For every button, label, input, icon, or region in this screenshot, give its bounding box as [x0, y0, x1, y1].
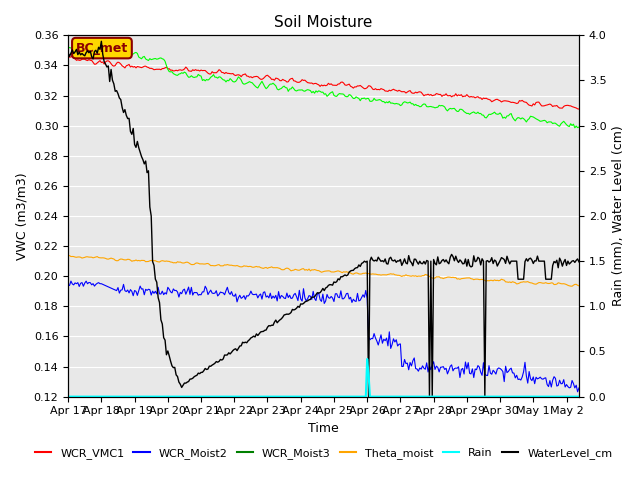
Y-axis label: Rain (mm), Water Level (cm): Rain (mm), Water Level (cm)	[612, 126, 625, 306]
Text: BC_met: BC_met	[76, 42, 128, 55]
X-axis label: Time: Time	[308, 422, 339, 435]
Title: Soil Moisture: Soil Moisture	[275, 15, 372, 30]
Y-axis label: VWC (m3/m3): VWC (m3/m3)	[15, 172, 28, 260]
Legend: WCR_VMC1, WCR_Moist2, WCR_Moist3, Theta_moist, Rain, WaterLevel_cm: WCR_VMC1, WCR_Moist2, WCR_Moist3, Theta_…	[30, 444, 617, 463]
